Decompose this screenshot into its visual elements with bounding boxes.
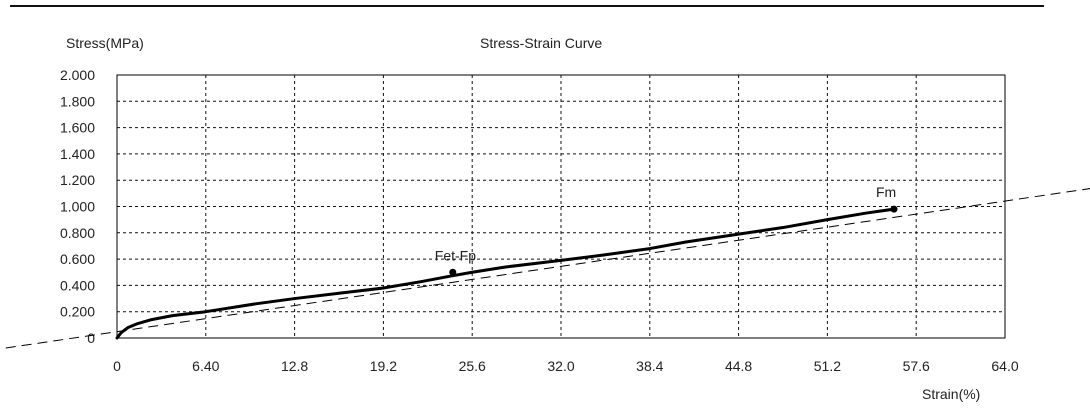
y-tick-label: 2.000 (60, 67, 95, 83)
reference-line (0, 188, 1090, 350)
plot-frame (116, 74, 1006, 339)
x-axis-title: Strain(%) (922, 386, 980, 402)
stress-strain-curve (115, 207, 896, 340)
grid-layer (117, 75, 1005, 338)
x-tick-label: 64.0 (991, 358, 1018, 374)
x-tick-label: 12.8 (281, 358, 308, 374)
y-tick-label: 0.400 (60, 277, 95, 293)
curve-point (560, 259, 562, 262)
curve-point (504, 266, 507, 268)
annotation-layer: Fet-Fp Fm (435, 184, 896, 263)
x-tick-label: 19.2 (370, 358, 397, 374)
curve-point (137, 322, 139, 325)
curve-point (116, 337, 118, 339)
curve-point (293, 297, 296, 300)
annotation-label: Fm (876, 184, 896, 200)
y-tick-label: 1.400 (60, 146, 95, 162)
curve-point (254, 303, 257, 305)
y-tick-label: 1.200 (60, 172, 95, 188)
x-tick-label: 25.6 (459, 358, 486, 374)
y-tick-label: 1.000 (60, 199, 95, 215)
curve-point (601, 254, 604, 256)
curve-point (865, 212, 868, 214)
curve-point (737, 233, 740, 235)
y-tick-label: 0 (87, 330, 95, 346)
curve-point (338, 292, 340, 295)
x-tick-label: 57.6 (903, 358, 930, 374)
y-tick-label: 1.600 (60, 120, 95, 136)
y-tick-label: 0.800 (60, 225, 95, 241)
annotation-label: Fet-Fp (435, 247, 476, 263)
curve-point (471, 271, 474, 274)
curve-point (205, 310, 207, 313)
y-tick-label: 0.200 (60, 304, 95, 320)
x-tick-label: 44.8 (725, 358, 752, 374)
y-axis-title: Stress(MPa) (66, 35, 144, 51)
ticks-layer: 0 6.40 12.8 19.2 25.6 32.0 38.4 44.8 51.2 57.6 64.… (60, 67, 1019, 374)
curve-point (150, 318, 153, 321)
curve-point (382, 287, 385, 289)
y-tick-label: 0.600 (60, 251, 95, 267)
axes-layer (116, 74, 1006, 339)
y-tick-label: 1.800 (60, 93, 95, 109)
curve-point (421, 280, 424, 283)
curve-point (120, 331, 122, 334)
x-tick-label: 6.40 (192, 358, 219, 374)
plot-layer (0, 188, 1090, 350)
x-tick-label: 51.2 (814, 358, 841, 374)
x-tick-label: 32.0 (547, 358, 574, 374)
marker-point (449, 268, 457, 276)
x-tick-label: 38.4 (636, 358, 663, 374)
marker-point (890, 205, 898, 213)
curve-point (449, 275, 451, 277)
curve-point (782, 226, 784, 229)
chart-title: Stress-Strain Curve (480, 35, 602, 51)
curve-point (127, 326, 129, 329)
curve-point (649, 247, 651, 250)
curve-point (171, 314, 174, 317)
curve-point (685, 241, 687, 243)
x-tick-label: 0 (113, 358, 121, 374)
curve-point (826, 218, 829, 221)
